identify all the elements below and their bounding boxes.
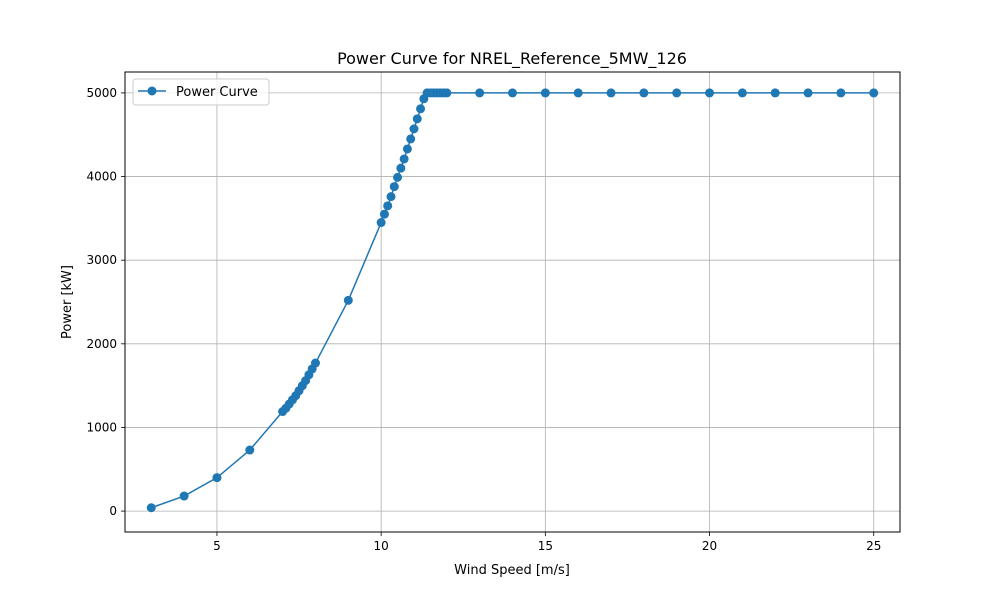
data-point	[508, 88, 517, 98]
data-point	[376, 218, 386, 228]
tick-layer: 5 10 15 20 25 0 1000 2000 3000 4000 5000	[86, 86, 881, 553]
data-point	[416, 104, 426, 114]
data-point	[573, 88, 583, 98]
data-point	[540, 88, 550, 98]
data-point	[386, 192, 396, 202]
data-point	[475, 88, 485, 98]
data-point	[770, 88, 780, 98]
x-axis-label: Wind Speed [m/s]	[454, 563, 570, 578]
y-tick-label: 5000	[86, 86, 117, 100]
data-point	[399, 154, 409, 164]
y-tick-label: 1000	[86, 420, 117, 434]
y-tick-label: 3000	[86, 253, 117, 267]
x-tick-label: 5	[213, 539, 221, 553]
data-point	[409, 124, 419, 134]
y-axis-label: Power [kW]	[60, 265, 75, 339]
data-point	[245, 445, 255, 455]
data-point	[406, 134, 416, 144]
data-point	[402, 144, 412, 154]
data-point	[383, 201, 393, 211]
data-point	[836, 88, 846, 98]
x-tick-label: 10	[374, 539, 389, 553]
plot-area-frame	[124, 71, 901, 533]
legend-label: Power Curve	[176, 85, 258, 100]
y-tick-label: 4000	[86, 170, 117, 184]
data-point	[179, 491, 189, 501]
data-point	[412, 114, 422, 124]
x-tick-label: 20	[702, 539, 717, 553]
data-point	[389, 182, 399, 192]
chart-title: Power Curve for NREL_Reference_5MW_126	[337, 49, 687, 69]
data-point	[310, 358, 320, 368]
data-point	[379, 209, 389, 219]
grid	[125, 72, 900, 532]
data-point	[393, 172, 403, 182]
x-tick-label: 15	[538, 539, 553, 553]
data-point	[869, 88, 879, 98]
legend: Power Curve	[132, 78, 270, 106]
data-point	[442, 88, 452, 98]
data-point	[343, 295, 353, 305]
legend-box	[132, 78, 270, 106]
data-point	[737, 88, 747, 98]
y-tick-label: 2000	[86, 337, 117, 351]
y-tick-label: 0	[109, 504, 117, 518]
legend-marker-sample	[147, 86, 157, 96]
data-point	[639, 88, 649, 98]
data-point	[146, 503, 156, 513]
data-point	[705, 88, 715, 98]
series-layer	[146, 88, 879, 513]
data-point	[212, 473, 222, 483]
data-point	[803, 88, 813, 98]
x-tick-label: 25	[866, 539, 881, 553]
data-point	[672, 88, 682, 98]
data-point	[396, 163, 406, 173]
data-point	[606, 88, 616, 98]
power-curve-line	[151, 92, 874, 509]
